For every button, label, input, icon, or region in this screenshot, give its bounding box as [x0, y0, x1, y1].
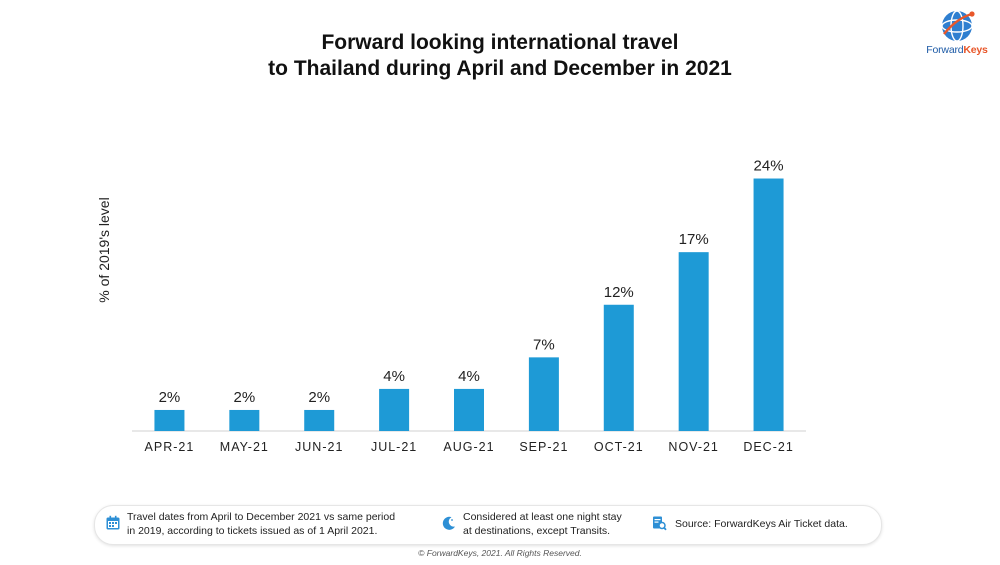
chart-title: Forward looking international travel to … — [0, 30, 1000, 82]
note-travel-dates-line-1: Travel dates from April to December 2021… — [127, 511, 396, 523]
bar-oct-21 — [603, 304, 634, 431]
note-travel-dates: Travel dates from April to December 2021… — [127, 510, 395, 538]
note-night-stay: Considered at least one night stay at de… — [463, 510, 622, 538]
data-label-may-21: 2% — [233, 389, 255, 406]
note-travel-dates-line-2: in 2019, according to tickets issued as … — [127, 525, 378, 537]
data-label-oct-21: 12% — [604, 284, 634, 301]
data-label-dec-21: 24% — [754, 158, 784, 175]
data-label-sep-21: 7% — [533, 336, 555, 353]
brand-keys: Keys — [963, 44, 988, 56]
x-tick-label-nov-21: NOV-21 — [668, 440, 718, 454]
forwardkeys-logo: ForwardKeys — [922, 8, 992, 60]
bar-nov-21 — [678, 252, 709, 431]
x-tick-label-jul-21: JUL-21 — [371, 440, 417, 454]
calendar-icon — [106, 515, 120, 530]
data-label-jul-21: 4% — [383, 368, 405, 385]
brand-forward: Forward — [926, 44, 964, 56]
bar-chart: 2% APR-21 2% MAY-21 2% JUN-21 4% JUL-21 4% AUG-21… — [132, 158, 806, 454]
bar-aug-21 — [454, 388, 484, 431]
chart-title-line-1: Forward looking international travel — [321, 31, 679, 54]
data-label-apr-21: 2% — [159, 389, 181, 406]
copyright: © ForwardKeys, 2021. All Rights Reserved… — [418, 548, 582, 558]
note-night-stay-line-2: at destinations, except Transits. — [463, 525, 611, 537]
footer-notes: Travel dates from April to December 2021… — [94, 505, 882, 545]
bar-may-21 — [229, 409, 260, 431]
brand-name: ForwardKeys — [922, 44, 992, 56]
x-tick-label-sep-21: SEP-21 — [519, 440, 568, 454]
data-label-aug-21: 4% — [458, 368, 480, 385]
x-tick-label-may-21: MAY-21 — [220, 440, 269, 454]
bar-sep-21 — [528, 357, 559, 431]
x-tick-label-dec-21: DEC-21 — [743, 440, 793, 454]
x-tick-label-aug-21: AUG-21 — [443, 440, 494, 454]
note-night-stay-line-1: Considered at least one night stay — [463, 511, 622, 523]
x-tick-label-apr-21: APR-21 — [145, 440, 195, 454]
data-label-nov-21: 17% — [679, 231, 709, 248]
x-tick-label-oct-21: OCT-21 — [594, 440, 644, 454]
globe-icon — [941, 10, 975, 42]
bar-jul-21 — [379, 388, 410, 431]
x-tick-label-jun-21: JUN-21 — [295, 440, 343, 454]
moon-icon — [442, 516, 455, 530]
data-label-jun-21: 2% — [308, 389, 330, 406]
bar-dec-21 — [753, 178, 784, 431]
bar-apr-21 — [154, 409, 185, 431]
note-source: Source: ForwardKeys Air Ticket data. — [675, 518, 848, 530]
bar-jun-21 — [304, 409, 335, 431]
document-search-icon — [653, 516, 667, 531]
chart-title-line-2: to Thailand during April and December in… — [268, 57, 732, 80]
